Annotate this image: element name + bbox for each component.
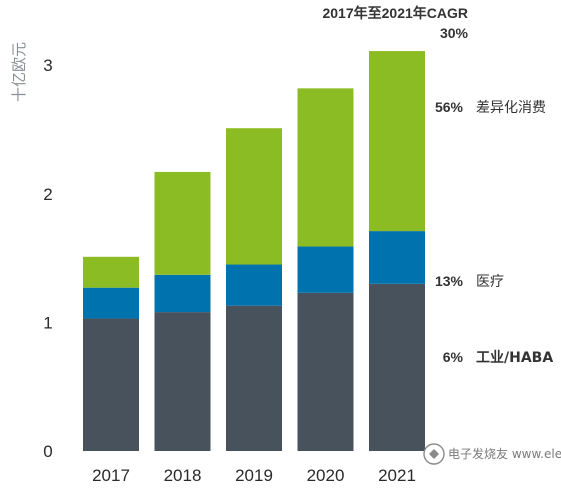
- y-axis-ticks: 0 1 2 3: [43, 56, 52, 461]
- x-tick-label: 2019: [235, 466, 273, 485]
- y-axis-label: 十亿欧元: [10, 42, 28, 102]
- cagr-series-name: 医疗: [476, 274, 504, 290]
- cagr-row-industrial-haba: 6% 工业/HABA: [443, 349, 554, 366]
- watermark: 电子发烧友 www.elecfans.com: [423, 443, 561, 465]
- bar-segment: [226, 264, 282, 306]
- x-tick-label: 2017: [92, 466, 130, 485]
- watermark-logo: [423, 443, 445, 465]
- x-axis-tick-labels: 2017 2018 2019 2020 2021: [92, 466, 416, 485]
- bar-segment: [154, 171, 211, 275]
- bars-layer: [83, 51, 425, 451]
- x-tick-label: 2020: [307, 466, 345, 485]
- y-tick-label: 0: [43, 442, 52, 461]
- bar-segment: [369, 231, 425, 284]
- bar-segment: [297, 292, 354, 451]
- bar-segment: [154, 312, 211, 451]
- watermark-logo-mark: [429, 449, 439, 459]
- bar-segment: [83, 256, 139, 288]
- bar-segment: [154, 274, 211, 313]
- cagr-series-name: 工业/HABA: [476, 350, 553, 366]
- cagr-pct: 6%: [443, 349, 464, 365]
- watermark-text: 电子发烧友 www.elecfans.com: [448, 446, 561, 461]
- bar-segment: [297, 88, 354, 247]
- cagr-pct: 56%: [435, 99, 464, 115]
- bar-segment: [83, 287, 139, 319]
- cagr-total: 30%: [440, 25, 469, 41]
- bar-segment: [226, 305, 282, 451]
- y-tick-label: 2: [43, 185, 52, 204]
- bar-segment: [297, 246, 354, 293]
- cagr-header: 2017年至2021年CAGR: [322, 5, 468, 21]
- x-tick-label: 2021: [378, 466, 416, 485]
- cagr-row-medical: 13% 医疗: [435, 273, 504, 290]
- y-tick-label: 1: [43, 313, 52, 332]
- cagr-pct: 13%: [435, 273, 464, 289]
- cagr-series-name: 差异化消费: [476, 100, 546, 116]
- x-tick-label: 2018: [164, 466, 202, 485]
- bar-segment: [83, 318, 139, 451]
- bar-segment: [226, 128, 282, 265]
- y-tick-label: 3: [43, 56, 52, 75]
- bar-segment: [369, 51, 425, 232]
- cagr-row-differentiated-consumer: 56% 差异化消费: [435, 99, 546, 116]
- bar-segment: [369, 283, 425, 451]
